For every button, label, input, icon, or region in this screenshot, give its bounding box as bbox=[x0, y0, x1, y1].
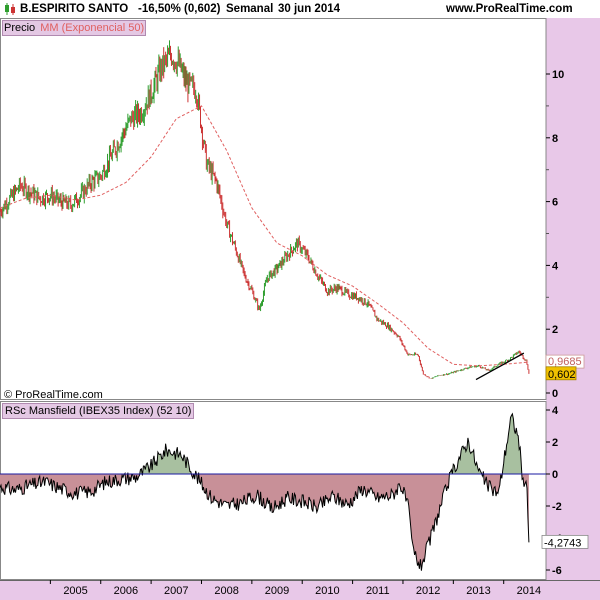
date-label: 30 jun 2014 bbox=[278, 3, 341, 15]
x-tick-label: 2008 bbox=[214, 585, 238, 597]
x-tick-label: 2007 bbox=[164, 585, 188, 597]
rsc-y-tick-label: -2 bbox=[552, 501, 562, 513]
last-price-box bbox=[545, 366, 577, 381]
price-panel-frame bbox=[0, 18, 547, 400]
x-tick-label: 2012 bbox=[416, 585, 440, 597]
rsc-y-tick-label: 0 bbox=[552, 469, 558, 481]
x-tick-label: 2005 bbox=[63, 585, 87, 597]
trend-line[interactable] bbox=[475, 352, 525, 381]
site-label: www.ProRealTime.com bbox=[446, 3, 573, 15]
price-change: -16,50% (0,602) bbox=[138, 3, 221, 15]
x-tick-label: 2010 bbox=[315, 585, 339, 597]
price-panel-legend: Precio MM (Exponencial 50) bbox=[2, 20, 147, 36]
rsc-panel-legend: RSc Mansfield (IBEX35 Index) (52 10) bbox=[2, 403, 195, 419]
y-axis-background bbox=[546, 18, 600, 582]
x-tick-label: 2013 bbox=[466, 585, 490, 597]
x-tick-label: 2009 bbox=[265, 585, 289, 597]
x-tick-label: 2011 bbox=[366, 585, 390, 597]
rsc-y-tick-label: -6 bbox=[552, 565, 562, 577]
rsc-positive-area bbox=[0, 413, 529, 474]
price-y-tick-label: 4 bbox=[552, 260, 559, 272]
ma-line bbox=[0, 105, 529, 367]
rsc-last-value-box bbox=[541, 534, 589, 549]
legend-ma-label: MM (Exponencial 50) bbox=[40, 22, 145, 34]
rsc-line bbox=[0, 412, 530, 571]
candlestick-icon bbox=[5, 3, 15, 15]
chart-header: B.ESPIRITO SANTO -16,50% (0,602) Semanal… bbox=[0, 0, 600, 18]
x-tick-label: 2006 bbox=[114, 585, 138, 597]
ma-last-value: 0,9685 bbox=[548, 356, 582, 368]
rsc-y-tick-label: 2 bbox=[552, 437, 558, 449]
price-y-tick-label: 10 bbox=[552, 69, 564, 81]
rsc-panel-frame bbox=[0, 401, 547, 580]
x-tick-label: 2014 bbox=[517, 585, 541, 597]
rsc-last-value: -4,2743 bbox=[544, 537, 581, 549]
price-y-tick-label: 6 bbox=[552, 197, 558, 209]
price-y-tick-label: 8 bbox=[552, 133, 558, 145]
legend-rsc-label: RSc Mansfield (IBEX35 Index) (52 10) bbox=[5, 405, 192, 417]
last-price-value: 0,602 bbox=[548, 369, 576, 381]
price-y-tick-label: 0 bbox=[552, 388, 558, 400]
legend-price-label: Precio bbox=[4, 22, 36, 34]
instrument-title: B.ESPIRITO SANTO bbox=[20, 3, 129, 15]
price-y-tick-label: 2 bbox=[552, 324, 558, 336]
rsc-y-tick-label: 4 bbox=[552, 405, 559, 417]
x-axis-background bbox=[0, 580, 600, 600]
period-label: Semanal bbox=[226, 3, 274, 15]
copyright-text: © ProRealTime.com bbox=[4, 389, 103, 401]
